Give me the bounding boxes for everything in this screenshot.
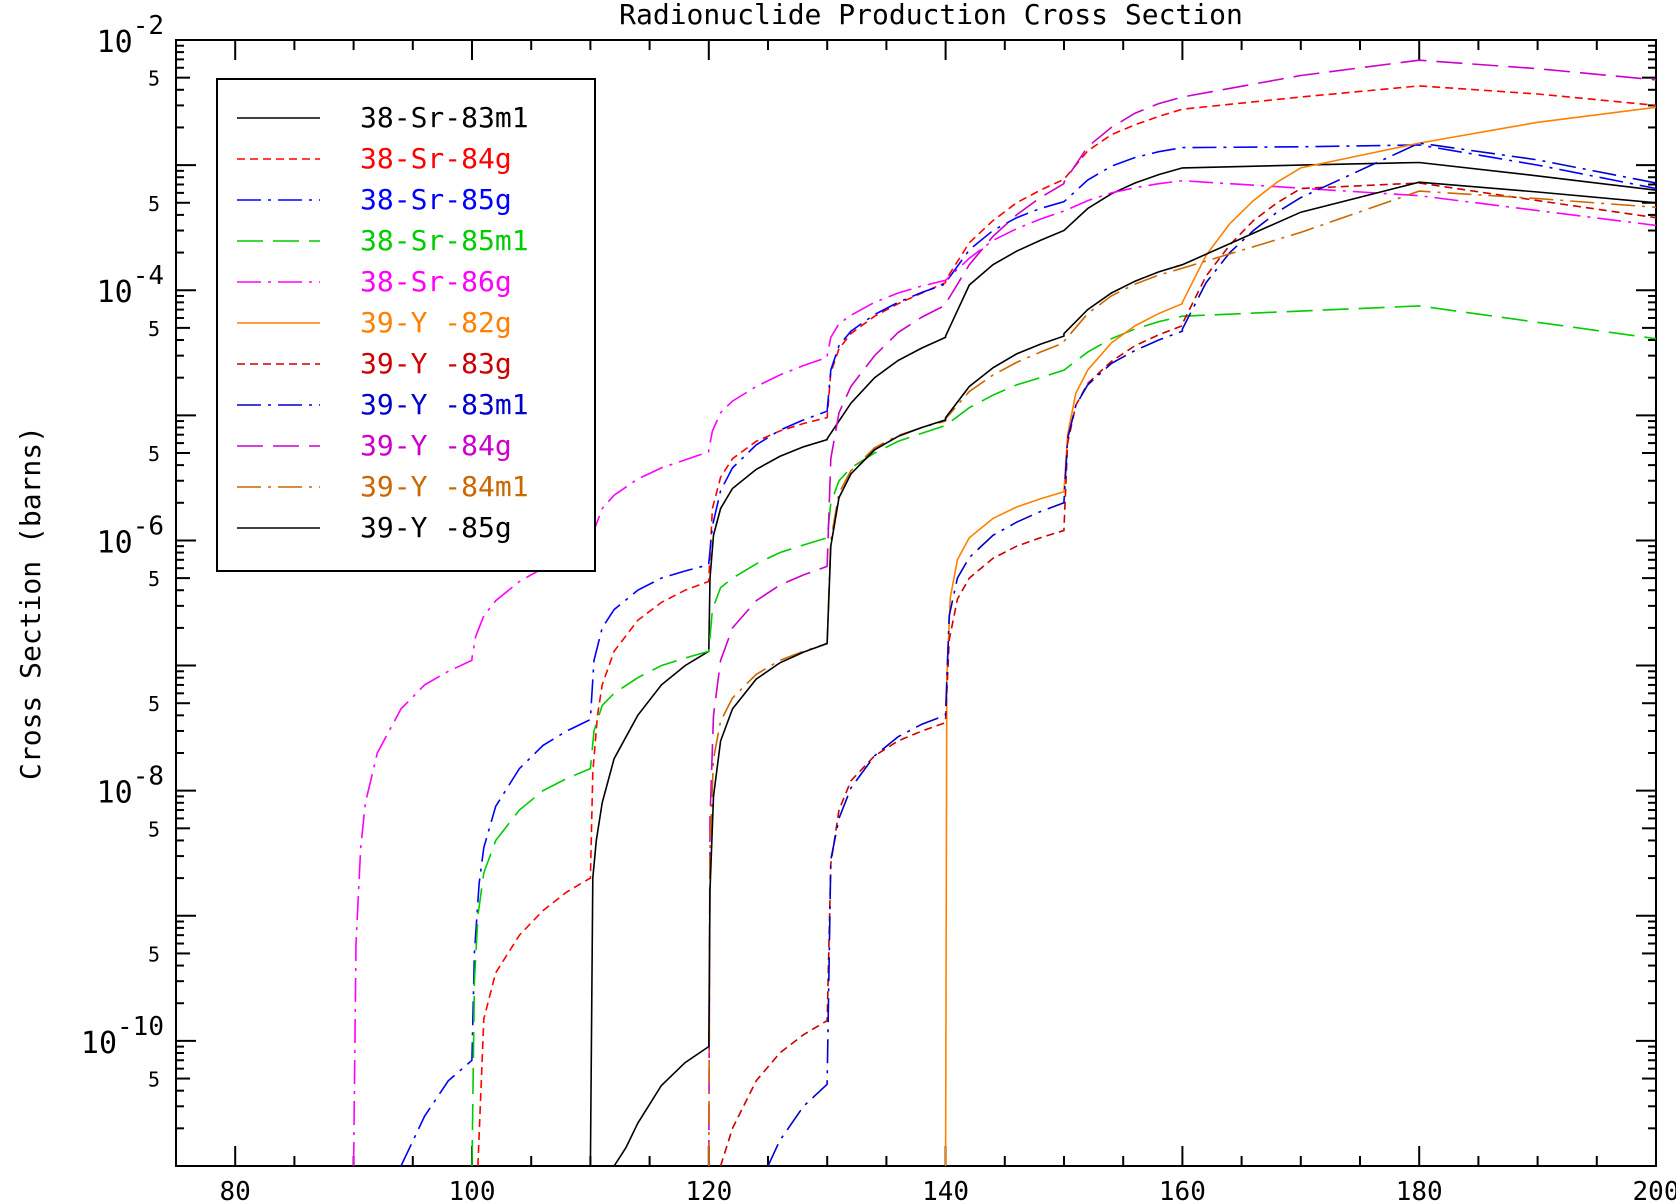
chart-title: Radionuclide Production Cross Section <box>619 0 1243 31</box>
y-tick-label: 10-6 <box>97 511 164 560</box>
x-tick-label: 120 <box>685 1177 732 1201</box>
y-axis-label: Cross Section (barns) <box>14 426 47 780</box>
axis-ticks: 80 100 120 140 160 180 200 5 5 5 5 5 5 5 5 5 10-2 10-4 10-… <box>81 11 1676 1201</box>
y-minor-label: 5 <box>148 692 160 716</box>
series-line <box>589 161 1656 1166</box>
y-minor-label: 5 <box>148 67 160 91</box>
legend-label: 38-Sr-85m1 <box>360 224 529 257</box>
series-line <box>708 59 1656 1166</box>
y-minor-label: 5 <box>148 942 160 966</box>
y-tick-label: 10-10 <box>81 1012 164 1061</box>
x-tick-label: 100 <box>449 1177 496 1201</box>
x-tick-label: 140 <box>922 1177 969 1201</box>
legend-box <box>216 78 596 572</box>
legend-label: 39-Y -85g <box>360 511 512 544</box>
legend-label: 39-Y -83g <box>360 347 512 380</box>
series-layer <box>352 59 1656 1166</box>
plot-frame <box>175 39 1657 1167</box>
x-tick-label: 180 <box>1396 1177 1443 1201</box>
y-minor-label: 5 <box>148 567 160 591</box>
y-minor-label: 5 <box>148 817 160 841</box>
legend-label: 39-Y -84g <box>360 429 512 462</box>
legend-label: 39-Y -84m1 <box>360 470 529 503</box>
y-minor-label: 5 <box>148 1068 160 1092</box>
series-line <box>708 190 1656 1166</box>
series-line <box>613 181 1656 1166</box>
y-minor-label: 5 <box>148 317 160 341</box>
y-minor-label: 5 <box>148 442 160 466</box>
y-minor-label: 5 <box>148 192 160 216</box>
x-tick-label: 160 <box>1159 1177 1206 1201</box>
series-line <box>477 85 1656 1166</box>
series-line <box>471 305 1656 1166</box>
series-line <box>767 142 1656 1166</box>
x-tick-label: 80 <box>220 1177 251 1201</box>
y-tick-label: 10-2 <box>97 11 164 60</box>
legend-label: 38-Sr-83m1 <box>360 101 529 134</box>
legend-label: 38-Sr-84g <box>360 142 512 175</box>
series-line <box>944 106 1656 1166</box>
legend: 38-Sr-83m1 38-Sr-84g 38-Sr-85g 38-Sr-85m1 38… <box>216 78 596 572</box>
y-tick-label: 10-4 <box>97 261 164 310</box>
series-line <box>352 179 1656 1166</box>
legend-label: 39-Y -82g <box>360 306 512 339</box>
y-tick-label: 10-8 <box>97 762 164 811</box>
series-line <box>719 182 1656 1166</box>
legend-label: 38-Sr-86g <box>360 265 512 298</box>
legend-label: 39-Y -83m1 <box>360 388 529 421</box>
x-tick-label: 200 <box>1633 1177 1676 1201</box>
legend-label: 38-Sr-85g <box>360 183 512 216</box>
